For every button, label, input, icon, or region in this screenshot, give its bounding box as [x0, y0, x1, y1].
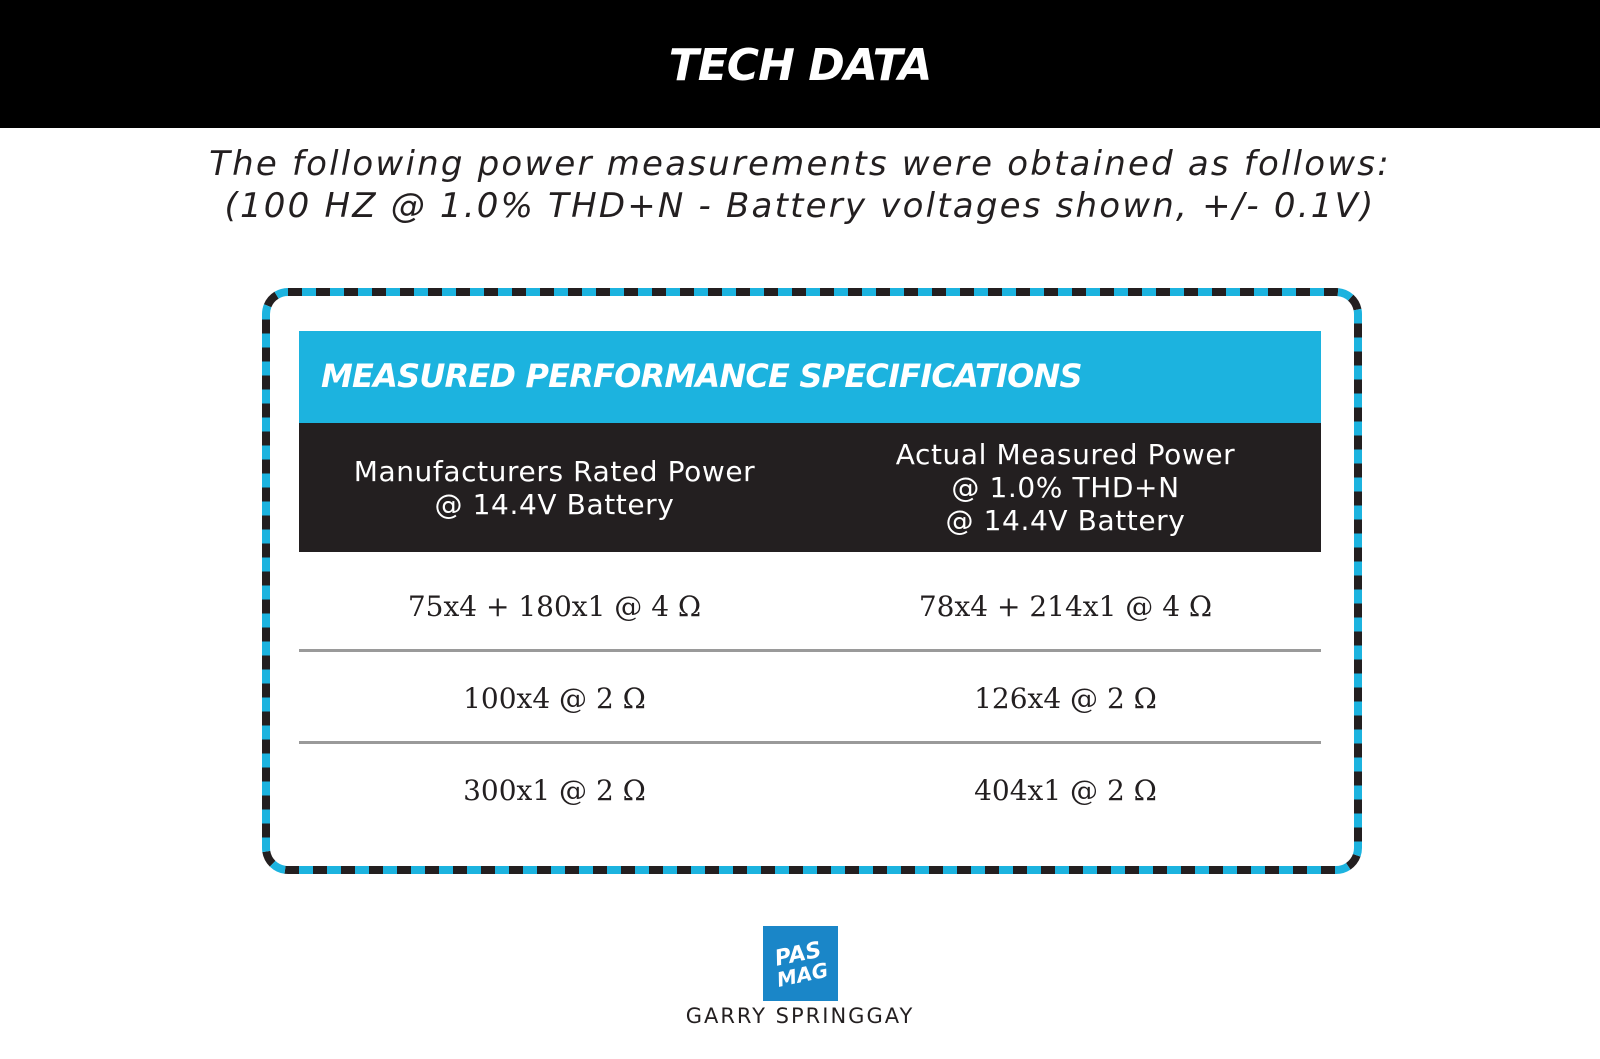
row-divider — [299, 649, 1321, 652]
measured-power-cell: 404x1 @ 2 Ω — [974, 773, 1157, 807]
table-row: 75x4 + 180x1 @ 4 Ω 78x4 + 214x1 @ 4 Ω — [299, 560, 1321, 652]
table-title-bar: MEASURED PERFORMANCE SPECIFICATIONS — [299, 331, 1321, 423]
specs-table: MEASURED PERFORMANCE SPECIFICATIONS Manu… — [299, 331, 1321, 838]
table-row: 300x1 @ 2 Ω 404x1 @ 2 Ω — [299, 744, 1321, 836]
measured-power-cell: 78x4 + 214x1 @ 4 Ω — [918, 589, 1213, 623]
column-header-measured: Actual Measured Power @ 1.0% THD+N @ 14.… — [895, 438, 1236, 537]
measured-power-cell: 126x4 @ 2 Ω — [974, 681, 1157, 715]
intro-line-2: (100 HZ @ 1.0% THD+N - Battery voltages … — [224, 186, 1376, 226]
row-divider — [299, 741, 1321, 744]
table-header: Manufacturers Rated Power @ 14.4V Batter… — [299, 423, 1321, 552]
author-credit: GARRY SPRINGGAY — [685, 1004, 915, 1028]
page-title: TECH DATA — [668, 40, 933, 91]
pasmag-logo: PAS MAG — [763, 926, 838, 1001]
intro-line-1: The following power measurements were ob… — [209, 144, 1391, 184]
rated-power-cell: 300x1 @ 2 Ω — [463, 773, 646, 807]
rated-power-cell: 75x4 + 180x1 @ 4 Ω — [407, 589, 702, 623]
table-title: MEASURED PERFORMANCE SPECIFICATIONS — [321, 357, 1083, 395]
header-bar: TECH DATA — [0, 0, 1600, 128]
intro-text: The following power measurements were ob… — [0, 143, 1600, 227]
column-header-rated: Manufacturers Rated Power @ 14.4V Batter… — [353, 454, 756, 521]
rated-power-cell: 100x4 @ 2 Ω — [463, 681, 646, 715]
table-row: 100x4 @ 2 Ω 126x4 @ 2 Ω — [299, 652, 1321, 744]
